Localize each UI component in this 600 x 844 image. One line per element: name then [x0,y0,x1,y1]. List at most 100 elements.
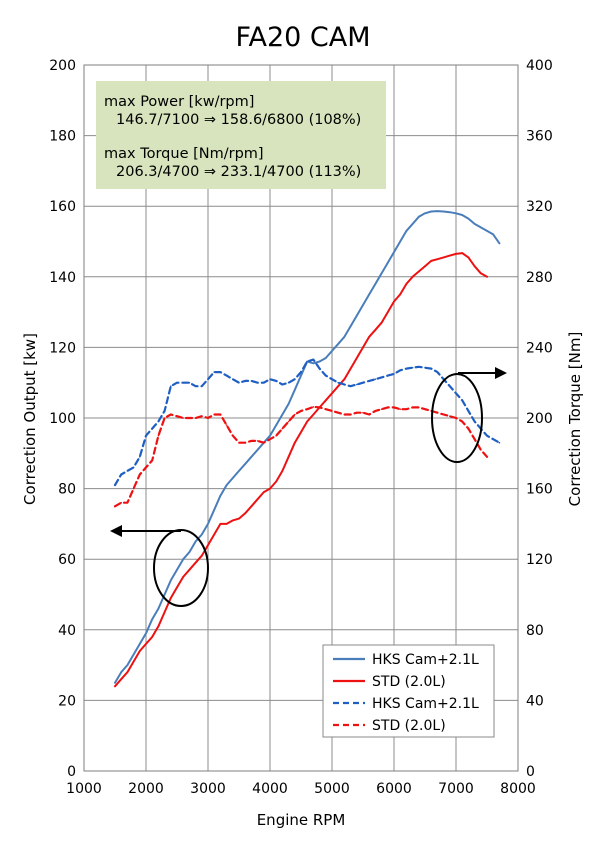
data-point [207,544,209,546]
data-point [374,378,377,381]
data-point [263,491,265,493]
data-point [176,569,178,571]
data-point [424,212,426,215]
data-point [337,381,340,384]
data-point [374,283,377,285]
data-point [455,253,457,255]
data-point [157,420,160,423]
data-point [399,408,402,411]
y2-axis-label: Correction Torque [Nm] [566,332,584,507]
data-point [232,434,234,437]
data-point [157,607,160,610]
data-point [473,265,476,268]
data-point [275,480,278,483]
data-point [343,413,346,416]
data-point [473,223,476,225]
data-point [467,217,470,220]
data-point [151,427,153,430]
data-point [436,258,439,261]
y-tick-label: 100 [49,411,76,427]
data-point [362,304,364,306]
data-point [170,385,172,388]
data-point [368,413,371,416]
data-point [325,399,327,402]
data-point [387,374,389,377]
data-point [188,381,191,384]
data-point [418,366,420,368]
data-point [114,685,116,688]
data-point [207,378,209,381]
data-point [170,579,172,582]
data-point [151,459,153,462]
data-point [430,367,433,370]
data-point [126,501,129,504]
data-point [188,417,191,419]
data-point [132,653,135,656]
data-point [275,380,278,382]
data-point [492,233,495,236]
data-point [405,283,408,285]
data-point [120,671,122,673]
data-point [312,358,315,361]
data-point [176,381,178,384]
x-tick-label: 8000 [500,781,536,797]
data-point [151,618,153,620]
data-point [250,380,253,382]
data-point [139,456,141,458]
data-point [120,501,122,504]
legend-label: STD (2.0L) [372,718,446,734]
y2-tick-label: 40 [526,693,544,709]
y-tick-label: 60 [58,552,76,568]
legend-label: STD (2.0L) [372,674,446,690]
data-point [424,366,426,369]
x-tick-label: 6000 [376,781,412,797]
data-point [486,456,488,458]
data-point [356,383,358,386]
data-point [312,406,315,408]
left-arrow-head [110,525,122,537]
y2-tick-label: 80 [526,623,544,639]
data-point [449,385,451,388]
y-tick-label: 40 [58,623,76,639]
data-point [486,434,488,437]
data-point [250,440,253,442]
y2-tick-label: 360 [526,129,553,145]
legend-label: HKS Cam+2.1L [372,652,479,668]
data-point [436,411,439,414]
series-line-torque-2 [113,358,501,487]
data-point [368,380,371,382]
data-point [387,406,389,409]
data-point [194,385,197,388]
x-tick-label: 4000 [252,781,288,797]
data-point [380,321,383,324]
data-point [139,643,141,645]
x-tick-label: 7000 [438,781,474,797]
y-tick-label: 20 [58,693,76,709]
data-point [145,632,147,635]
data-point [418,406,420,409]
data-point [281,413,284,416]
data-point [238,381,240,384]
data-point [405,367,408,370]
data-point [498,242,501,245]
data-point [343,378,346,381]
data-point [269,434,271,437]
data-point [430,260,433,262]
data-point [225,424,228,426]
data-point [132,487,135,490]
data-point [182,381,184,384]
data-point [145,466,147,469]
series-group [113,210,501,688]
x-tick-label: 3000 [190,781,226,797]
annotation-box: max Power [kw/rpm] 146.7/7100 ⇒ 158.6/68… [96,81,386,189]
data-point [256,381,259,384]
data-point [436,371,439,373]
y-axis-label: Correction Output [kw] [21,333,39,505]
data-point [374,410,377,412]
x-axis-label: Engine RPM [257,811,346,829]
data-point [362,346,364,349]
data-point [442,413,445,416]
data-point [349,367,352,370]
data-point [238,517,240,520]
